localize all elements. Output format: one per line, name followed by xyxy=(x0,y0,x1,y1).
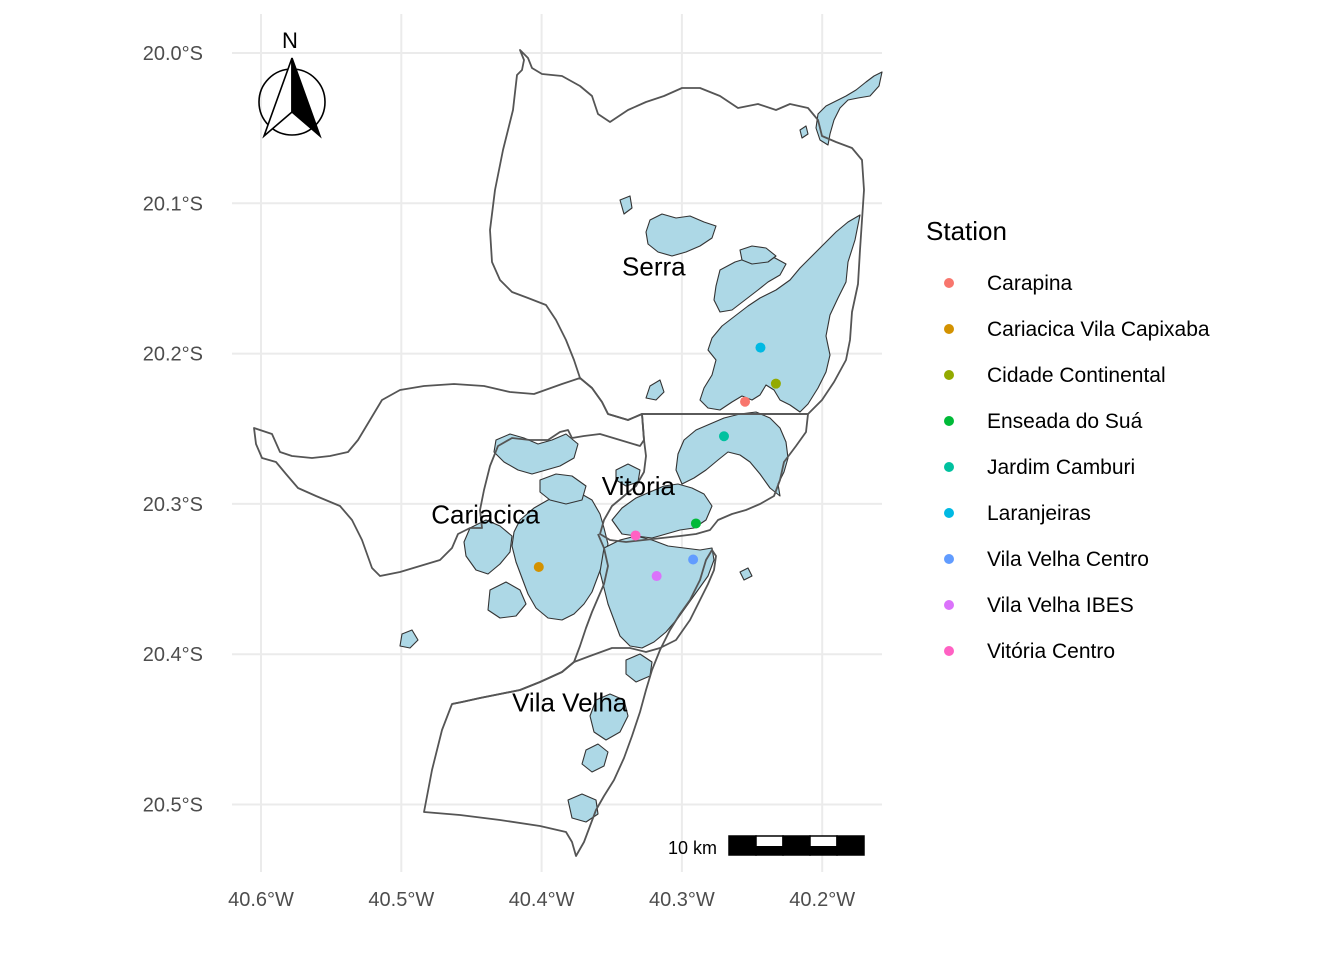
scale-bar: 10 km xyxy=(668,835,865,858)
station-point xyxy=(718,431,729,442)
boundary-vila-velha xyxy=(423,549,717,857)
municipality-labels: Serra Vitoria Cariacica Vila Velha xyxy=(431,251,686,717)
scale-bar-bottom-2 xyxy=(810,846,837,855)
y-tick-label: 20.3°S xyxy=(143,494,203,516)
urban-area-layer xyxy=(399,71,883,823)
urban-area-vila-velha-mid xyxy=(625,653,653,683)
boundary-serra xyxy=(489,49,865,421)
municipality-label: Vitoria xyxy=(602,471,676,501)
legend-label: Enseada do Suá xyxy=(987,410,1143,433)
legend-label: Vila Velha Centro xyxy=(987,548,1149,571)
urban-area-serra-patch-1 xyxy=(645,213,717,257)
station-point xyxy=(533,562,544,573)
municipality-label: Serra xyxy=(622,251,686,281)
y-tick-label: 20.5°S xyxy=(143,795,203,817)
y-tick-label: 20.4°S xyxy=(143,644,203,666)
legend-key xyxy=(944,324,954,334)
legend-key xyxy=(944,554,954,564)
north-arrow-left-half xyxy=(262,57,293,139)
urban-area-cariacica-mid xyxy=(539,473,587,505)
legend-label: Cariacica Vila Capixaba xyxy=(987,318,1210,341)
municipality-label: Vila Velha xyxy=(512,687,628,717)
station-points xyxy=(533,342,781,582)
urban-area-vila-velha-islet xyxy=(739,567,753,581)
station-point xyxy=(690,518,701,529)
urban-area-west-islet xyxy=(399,629,419,649)
urban-area-vitoria-island xyxy=(611,483,713,539)
legend-label: Laranjeiras xyxy=(987,502,1091,525)
station-point xyxy=(740,396,751,407)
x-axis-ticks: 40.6°W 40.5°W 40.4°W 40.3°W 40.2°W xyxy=(228,889,855,911)
legend-key xyxy=(944,508,954,518)
boundary-cariacica xyxy=(253,377,645,577)
legend-key xyxy=(944,278,954,288)
urban-area-vila-velha-south-3 xyxy=(567,793,599,823)
legend-key xyxy=(944,416,954,426)
legend-label: Jardim Camburi xyxy=(987,456,1135,479)
urban-area-serra-patch-4 xyxy=(645,379,665,401)
x-tick-label: 40.2°W xyxy=(789,889,855,911)
municipality-label: Cariacica xyxy=(431,499,540,529)
north-arrow: N xyxy=(258,28,326,139)
y-tick-label: 20.2°S xyxy=(143,344,203,366)
x-tick-label: 40.3°W xyxy=(649,889,715,911)
x-tick-label: 40.6°W xyxy=(228,889,294,911)
urban-area-serra-patch-3 xyxy=(739,245,777,265)
legend-key xyxy=(944,646,954,656)
north-arrow-label: N xyxy=(282,28,298,53)
legend-key xyxy=(944,600,954,610)
urban-area-vila-velha-south-2 xyxy=(581,743,609,773)
station-point xyxy=(630,530,641,541)
urban-area-vitoria-north xyxy=(675,411,789,497)
urban-area-vila-velha-core xyxy=(599,535,715,649)
legend-label: Vila Velha IBES xyxy=(987,594,1134,617)
urban-area-serra-north xyxy=(699,214,861,413)
y-axis-ticks: 20.0°S 20.1°S 20.2°S 20.3°S 20.4°S 20.5°S xyxy=(143,43,203,817)
urban-area-cariacica-south xyxy=(487,581,527,619)
station-point xyxy=(688,554,699,565)
y-tick-label: 20.0°S xyxy=(143,43,203,65)
urban-area-cariacica-west xyxy=(463,519,513,575)
legend-items: Carapina Cariacica Vila Capixaba Cidade Co… xyxy=(944,272,1210,663)
station-point xyxy=(755,342,766,353)
urban-area-serra-coast xyxy=(815,71,883,146)
scale-bar-label: 10 km xyxy=(668,838,717,858)
legend-key xyxy=(944,370,954,380)
municipality-boundaries xyxy=(253,49,865,857)
north-arrow-right-half xyxy=(291,57,322,139)
legend-label: Carapina xyxy=(987,272,1073,295)
urban-area-north-small xyxy=(799,125,809,139)
urban-area-serra-patch-2 xyxy=(619,195,633,215)
station-point xyxy=(770,378,781,389)
scale-bar-segment-5 xyxy=(836,835,865,856)
boundary-vitoria xyxy=(599,413,809,543)
scale-bar-segment-3 xyxy=(782,835,811,856)
x-tick-label: 40.5°W xyxy=(368,889,434,911)
legend-label: Cidade Continental xyxy=(987,364,1166,387)
legend-key xyxy=(944,462,954,472)
urban-area-vila-velha-south-1 xyxy=(589,693,629,741)
scale-bar-bottom-1 xyxy=(756,846,783,855)
x-tick-label: 40.4°W xyxy=(509,889,575,911)
legend-label: Vitória Centro xyxy=(987,640,1115,663)
scale-bar-segment-1 xyxy=(728,835,757,856)
legend-title: Station xyxy=(926,216,1007,246)
y-tick-label: 20.1°S xyxy=(143,193,203,215)
station-point xyxy=(651,571,662,582)
